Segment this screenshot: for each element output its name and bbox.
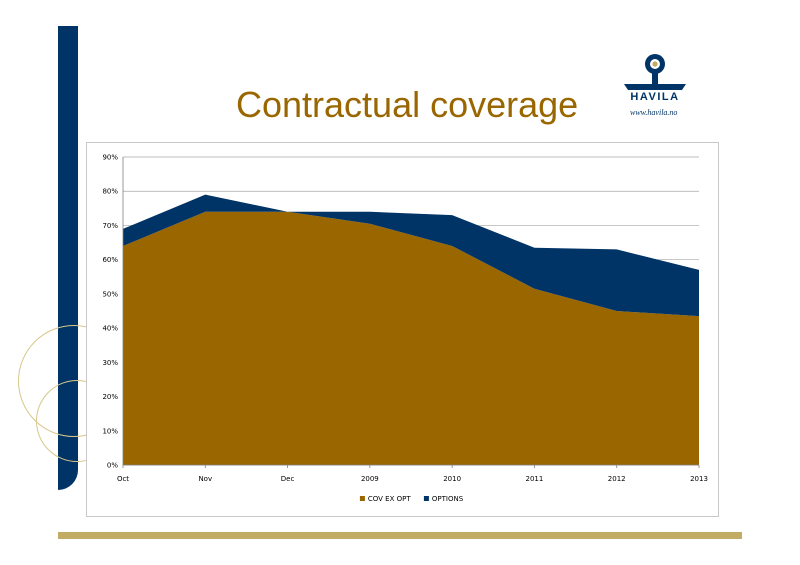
- page-title: Contractual coverage: [236, 84, 579, 125]
- y-tick-label: 0%: [107, 462, 118, 470]
- x-tick-label: 2013: [690, 475, 708, 483]
- legend-swatch: [423, 496, 429, 501]
- y-tick-label: 50%: [102, 290, 118, 298]
- legend-label: OPTIONS: [432, 495, 464, 503]
- logo-website: www.havila.no: [630, 108, 678, 117]
- area-series-1: [123, 211, 699, 465]
- x-tick-label: 2011: [526, 475, 544, 483]
- legend-label: COV EX OPT: [368, 495, 411, 503]
- logo-wordmark: HAVILA: [630, 91, 679, 103]
- x-tick-label: 2010: [443, 475, 461, 483]
- y-tick-label: 40%: [102, 325, 118, 333]
- bottom-accent-bar: [58, 532, 742, 539]
- chart-frame: 0% 10% 20% 30% 40% 50% 60% 70% 80% 90% Oct Nov Dec 20…: [86, 142, 719, 517]
- y-tick-label: 10%: [102, 427, 118, 435]
- x-tick-label: Nov: [198, 475, 212, 483]
- y-tick-label: 30%: [102, 359, 118, 367]
- x-tick-label: 2009: [361, 475, 379, 483]
- x-tick-label: 2012: [608, 475, 626, 483]
- area-chart: 0% 10% 20% 30% 40% 50% 60% 70% 80% 90% Oct Nov Dec 20…: [102, 154, 708, 504]
- x-tick-label: Oct: [117, 475, 129, 483]
- x-tick-label: Dec: [281, 475, 295, 483]
- havila-logo-icon: HAVILA: [624, 54, 686, 103]
- y-tick-label: 60%: [102, 256, 118, 264]
- area-series-2: [123, 194, 699, 317]
- y-tick-label: 70%: [102, 222, 118, 230]
- y-tick-label: 90%: [102, 154, 118, 162]
- y-tick-label: 20%: [102, 393, 118, 401]
- legend-swatch: [359, 496, 365, 501]
- y-tick-label: 80%: [102, 188, 118, 196]
